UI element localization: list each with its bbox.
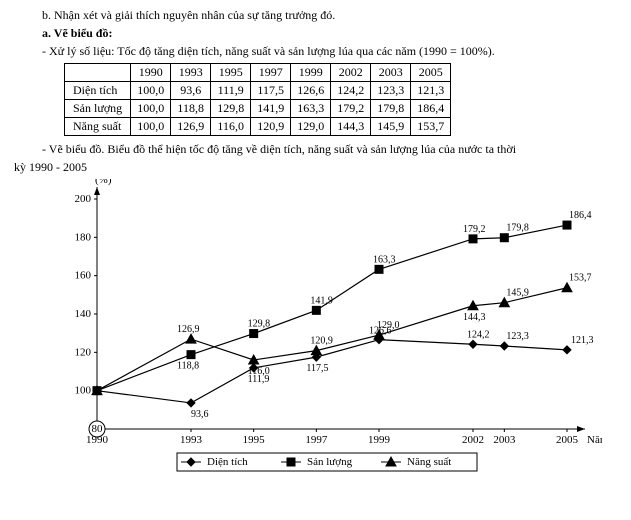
th-year: 2005 — [411, 64, 451, 82]
svg-text:179,8: 179,8 — [506, 223, 529, 234]
th-year: 1995 — [211, 64, 251, 82]
svg-text:Sản lượng: Sản lượng — [307, 456, 353, 468]
svg-text:80: 80 — [92, 423, 104, 435]
line-ky: kỳ 1990 - 2005 — [14, 160, 617, 175]
svg-text:93,6: 93,6 — [191, 409, 209, 420]
th-year: 2003 — [371, 64, 411, 82]
svg-text:111,9: 111,9 — [248, 374, 270, 385]
svg-text:124,2: 124,2 — [467, 329, 490, 340]
svg-text:163,3: 163,3 — [373, 254, 396, 265]
svg-text:117,5: 117,5 — [306, 363, 328, 374]
svg-text:2002: 2002 — [462, 434, 484, 446]
svg-text:100: 100 — [75, 385, 92, 397]
line-vebd: - Vẽ biểu đồ. Biểu đồ thể hiện tốc độ tă… — [42, 142, 617, 157]
table-row: Diện tích 100,093,6111,9117,5126,6124,21… — [65, 82, 451, 100]
table-corner — [65, 64, 131, 82]
th-year: 1990 — [131, 64, 171, 82]
row-label: Năng suất — [65, 118, 131, 136]
svg-text:145,9: 145,9 — [506, 288, 529, 299]
svg-text:123,3: 123,3 — [506, 331, 529, 342]
chart: 100120140160180200(%)1990199319951997199… — [42, 179, 602, 489]
svg-text:120: 120 — [75, 346, 92, 358]
line-b: b. Nhận xét và giải thích nguyên nhân củ… — [42, 8, 617, 23]
th-year: 1999 — [291, 64, 331, 82]
svg-text:144,3: 144,3 — [463, 312, 486, 323]
svg-text:160: 160 — [75, 270, 92, 282]
svg-text:121,3: 121,3 — [571, 335, 594, 346]
data-table: 1990 1993 1995 1997 1999 2002 2003 2005 … — [64, 63, 451, 136]
svg-text:2005: 2005 — [556, 434, 579, 446]
svg-text:Năm: Năm — [587, 434, 602, 446]
svg-text:180: 180 — [75, 231, 92, 243]
svg-text:1993: 1993 — [180, 434, 203, 446]
th-year: 2002 — [331, 64, 371, 82]
th-year: 1997 — [251, 64, 291, 82]
svg-text:179,2: 179,2 — [463, 224, 486, 235]
svg-text:1995: 1995 — [243, 434, 266, 446]
row-label: Sản lượng — [65, 100, 131, 118]
svg-text:126,6: 126,6 — [369, 326, 392, 337]
svg-text:120,9: 120,9 — [310, 336, 333, 347]
svg-text:2003: 2003 — [493, 434, 516, 446]
svg-text:(%): (%) — [95, 179, 112, 186]
svg-text:200: 200 — [75, 193, 92, 205]
line-a-title: a. Vẽ biểu đồ: — [42, 26, 617, 41]
row-label: Diện tích — [65, 82, 131, 100]
svg-text:141,9: 141,9 — [310, 295, 333, 306]
svg-text:129,8: 129,8 — [248, 319, 271, 330]
svg-text:1997: 1997 — [305, 434, 328, 446]
th-year: 1993 — [171, 64, 211, 82]
table-header-row: 1990 1993 1995 1997 1999 2002 2003 2005 — [65, 64, 451, 82]
svg-text:140: 140 — [75, 308, 92, 320]
svg-text:118,8: 118,8 — [177, 361, 199, 372]
svg-text:1999: 1999 — [368, 434, 391, 446]
table-row: Sản lượng 100,0118,8129,8141,9163,3179,2… — [65, 100, 451, 118]
line-xuly: - Xử lý số liệu: Tốc độ tăng diện tích, … — [42, 44, 617, 59]
chart-svg: 100120140160180200(%)1990199319951997199… — [42, 179, 602, 489]
svg-text:126,9: 126,9 — [177, 324, 200, 335]
svg-text:153,7: 153,7 — [569, 273, 592, 284]
svg-text:186,4: 186,4 — [569, 210, 592, 221]
table-row: Năng suất 100,0126,9116,0120,9129,0144,3… — [65, 118, 451, 136]
svg-text:Năng suất: Năng suất — [407, 456, 451, 468]
svg-text:Diện tích: Diện tích — [207, 456, 248, 468]
